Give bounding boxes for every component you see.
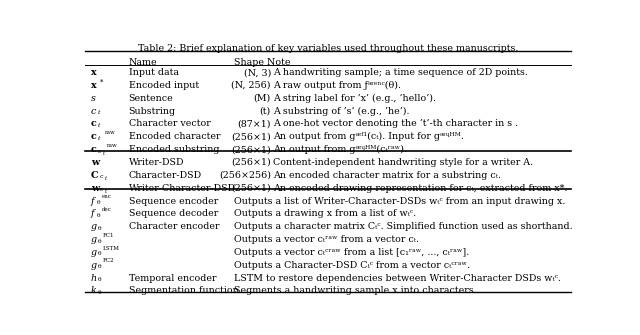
Text: (N, 3): (N, 3) [244, 68, 271, 77]
Text: FC1: FC1 [103, 233, 115, 238]
Text: An encoded character matrix for a substring cₜ.: An encoded character matrix for a substr… [273, 171, 502, 180]
Text: An encoded drawing representation for cₜ, extracted from x*.: An encoded drawing representation for cₜ… [273, 184, 568, 193]
Text: h: h [91, 274, 97, 283]
Text: FC2: FC2 [103, 258, 115, 263]
Text: x: x [91, 68, 97, 77]
Text: c: c [98, 149, 101, 154]
Text: c: c [91, 145, 97, 154]
Text: Outputs a drawing x from a list of wₜᶜ.: Outputs a drawing x from a list of wₜᶜ. [234, 209, 416, 218]
Text: (M): (M) [253, 94, 271, 103]
Text: f: f [91, 209, 95, 218]
Text: Writer-DSD: Writer-DSD [129, 158, 184, 167]
Text: θ: θ [97, 226, 101, 231]
Text: t: t [98, 136, 100, 141]
Text: (256×256): (256×256) [219, 171, 271, 180]
Text: w: w [91, 158, 99, 167]
Text: Outputs a list of Writer-Character-DSDs wₜᶜ from an input drawing x.: Outputs a list of Writer-Character-DSDs … [234, 197, 565, 205]
Text: θ: θ [97, 264, 101, 269]
Text: c: c [91, 132, 97, 141]
Text: A one-hot vector denoting the ’t’-th character in s .: A one-hot vector denoting the ’t’-th cha… [273, 120, 518, 128]
Text: Input data: Input data [129, 68, 179, 77]
Text: Shape Note: Shape Note [234, 58, 291, 67]
Text: (N, 256): (N, 256) [232, 81, 271, 90]
Text: (t): (t) [260, 107, 271, 116]
Text: enc: enc [102, 194, 111, 199]
Text: Character vector: Character vector [129, 120, 211, 128]
Text: raw: raw [105, 130, 116, 135]
Text: θ: θ [97, 290, 101, 295]
Text: An output from gᵆᶠ¹(cₜ). Input for gᵆᶣᴴᴹ.: An output from gᵆᶠ¹(cₜ). Input for gᵆᶣᴴᴹ… [273, 132, 464, 141]
Text: Substring: Substring [129, 107, 176, 116]
Text: θ: θ [97, 252, 101, 257]
Text: f: f [91, 197, 95, 205]
Text: w: w [91, 184, 99, 193]
Text: A raw output from ƒᵆᵉⁿᶜ(θ).: A raw output from ƒᵆᵉⁿᶜ(θ). [273, 81, 401, 90]
Text: LSTM to restore dependencies between Writer-Character DSDs wₜᶜ.: LSTM to restore dependencies between Wri… [234, 274, 561, 283]
Text: g: g [91, 261, 97, 270]
Text: c: c [91, 107, 96, 116]
Text: Temporal encoder: Temporal encoder [129, 274, 216, 283]
Text: Sequence decoder: Sequence decoder [129, 209, 218, 218]
Text: t: t [104, 176, 106, 181]
Text: k: k [91, 286, 97, 295]
Text: raw: raw [108, 143, 118, 148]
Text: (87×1): (87×1) [237, 120, 271, 128]
Text: θ: θ [97, 277, 101, 282]
Text: t: t [104, 189, 106, 194]
Text: Sentence: Sentence [129, 94, 173, 103]
Text: LSTM: LSTM [103, 246, 120, 251]
Text: Outputs a vector cₜʳᵃʷ from a vector cₜ.: Outputs a vector cₜʳᵃʷ from a vector cₜ. [234, 235, 419, 244]
Text: Character encoder: Character encoder [129, 222, 219, 231]
Text: Segments a handwriting sample x into characters.: Segments a handwriting sample x into cha… [234, 286, 476, 295]
Text: c: c [100, 175, 103, 180]
Text: Encoded character: Encoded character [129, 132, 220, 141]
Text: c: c [100, 187, 103, 192]
Text: θ: θ [97, 200, 100, 205]
Text: g: g [91, 248, 97, 257]
Text: An output from gᵆᶣᴴᴹ(cₜʳᵃʷ).: An output from gᵆᶣᴴᴹ(cₜʳᵃʷ). [273, 145, 408, 154]
Text: Content-independent handwriting style for a writer A.: Content-independent handwriting style fo… [273, 158, 534, 167]
Text: Name: Name [129, 58, 157, 67]
Text: s: s [91, 94, 96, 103]
Text: Outputs a character matrix Cₜᶜ. Simplified function used as shorthand.: Outputs a character matrix Cₜᶜ. Simplifi… [234, 222, 572, 231]
Text: Encoded input: Encoded input [129, 81, 199, 90]
Text: (256×1): (256×1) [231, 184, 271, 193]
Text: t: t [97, 110, 100, 115]
Text: A handwriting sample; a time sequence of 2D points.: A handwriting sample; a time sequence of… [273, 68, 528, 77]
Text: θ: θ [97, 213, 100, 218]
Text: Sequence encoder: Sequence encoder [129, 197, 218, 205]
Text: A substring of ’s’ (e.g., ’he’).: A substring of ’s’ (e.g., ’he’). [273, 107, 410, 116]
Text: (256×1): (256×1) [231, 132, 271, 141]
Text: Segmentation function: Segmentation function [129, 286, 238, 295]
Text: Outputs a Character-DSD Cₜᶜ from a vector cₜᶜʳᵃʷ.: Outputs a Character-DSD Cₜᶜ from a vecto… [234, 261, 470, 270]
Text: Writer-Character-DSD: Writer-Character-DSD [129, 184, 236, 193]
Text: c: c [91, 120, 97, 128]
Text: (256×1): (256×1) [231, 145, 271, 154]
Text: θ: θ [97, 239, 101, 244]
Text: Character-DSD: Character-DSD [129, 171, 202, 180]
Text: g: g [91, 235, 97, 244]
Text: A string label for ’x’ (e.g., ’hello’).: A string label for ’x’ (e.g., ’hello’). [273, 94, 436, 103]
Text: t: t [98, 123, 100, 128]
Text: (256×1): (256×1) [231, 158, 271, 167]
Text: t: t [102, 151, 104, 156]
Text: Table 2: Brief explanation of key variables used throughout these manuscripts.: Table 2: Brief explanation of key variab… [138, 44, 518, 53]
Text: *: * [99, 79, 102, 86]
Text: Encoded substring: Encoded substring [129, 145, 219, 154]
Text: g: g [91, 222, 97, 231]
Text: x: x [91, 81, 97, 90]
Text: Outputs a vector cₜᶜʳᵃʷ from a list [c₁ʳᵃʷ, ..., cₜʳᵃʷ].: Outputs a vector cₜᶜʳᵃʷ from a list [c₁ʳ… [234, 248, 469, 257]
Text: C: C [91, 171, 99, 180]
Text: dec: dec [102, 207, 111, 212]
